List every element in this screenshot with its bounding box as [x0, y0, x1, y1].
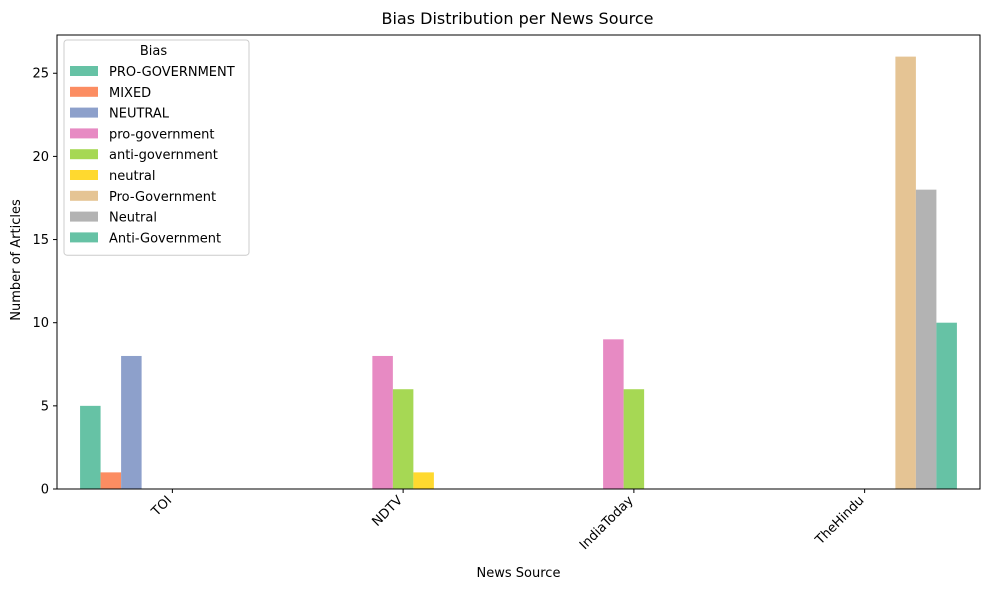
bar-anti-government-thehindu — [936, 322, 957, 489]
legend-label: anti-government — [109, 148, 218, 163]
bar-pro-government-toi — [80, 405, 101, 489]
legend-swatch — [70, 128, 98, 139]
legend-title: Bias — [140, 44, 167, 59]
legend-label: Anti-Government — [109, 231, 221, 246]
y-tick-label: 25 — [32, 67, 49, 82]
legend-label: pro-government — [109, 127, 214, 142]
plot-frame — [56, 34, 981, 490]
legend-box — [63, 39, 250, 256]
legend-swatch — [70, 211, 98, 222]
bar-anti-government-ndtv — [392, 389, 414, 489]
bars-layer — [80, 56, 957, 490]
bar-pro-government-thehindu — [895, 56, 916, 490]
chart-title: Bias Distribution per News Source — [381, 9, 653, 28]
y-tick-label: 10 — [32, 316, 49, 331]
legend-label: MIXED — [109, 86, 151, 101]
legend-swatch — [70, 190, 98, 201]
x-axis-label: News Source — [477, 566, 561, 581]
legend: Bias PRO-GOVERNMENT MIXED NEUTRAL pro-govern… — [63, 39, 250, 256]
y-tick-label: 5 — [41, 399, 49, 414]
x-tick-label: NDTV — [369, 493, 406, 530]
x-tick-label: TOI — [148, 493, 175, 520]
bar-pro-government-ndtv — [372, 355, 393, 489]
bar-pro-government-indiatoday — [603, 339, 624, 489]
y-axis-label: Number of Articles — [9, 199, 24, 321]
legend-swatch — [70, 86, 98, 97]
legend-swatch — [70, 107, 98, 118]
y-tick-label: 20 — [32, 150, 49, 165]
legend-label: Neutral — [109, 211, 157, 226]
bar-anti-government-indiatoday — [623, 389, 645, 489]
legend-swatch — [70, 149, 98, 160]
bar-neutral-ndtv — [413, 472, 434, 489]
x-tick-label: TheHindu — [812, 493, 867, 548]
legend-label: NEUTRAL — [109, 107, 170, 122]
y-tick-label: 0 — [41, 483, 49, 498]
legend-swatch — [70, 66, 98, 76]
x-tick-label: IndiaToday — [577, 493, 637, 553]
bar-neutral-thehindu — [915, 189, 937, 489]
bar-neutral-toi — [121, 355, 142, 489]
legend-swatch — [70, 170, 98, 180]
y-tick-label: 15 — [32, 233, 49, 248]
legend-label: Pro-Government — [109, 190, 216, 205]
legend-label: neutral — [109, 169, 156, 184]
bar-mixed-toi — [100, 472, 122, 489]
legend-swatch — [70, 232, 98, 243]
legend-label: PRO-GOVERNMENT — [109, 65, 235, 80]
